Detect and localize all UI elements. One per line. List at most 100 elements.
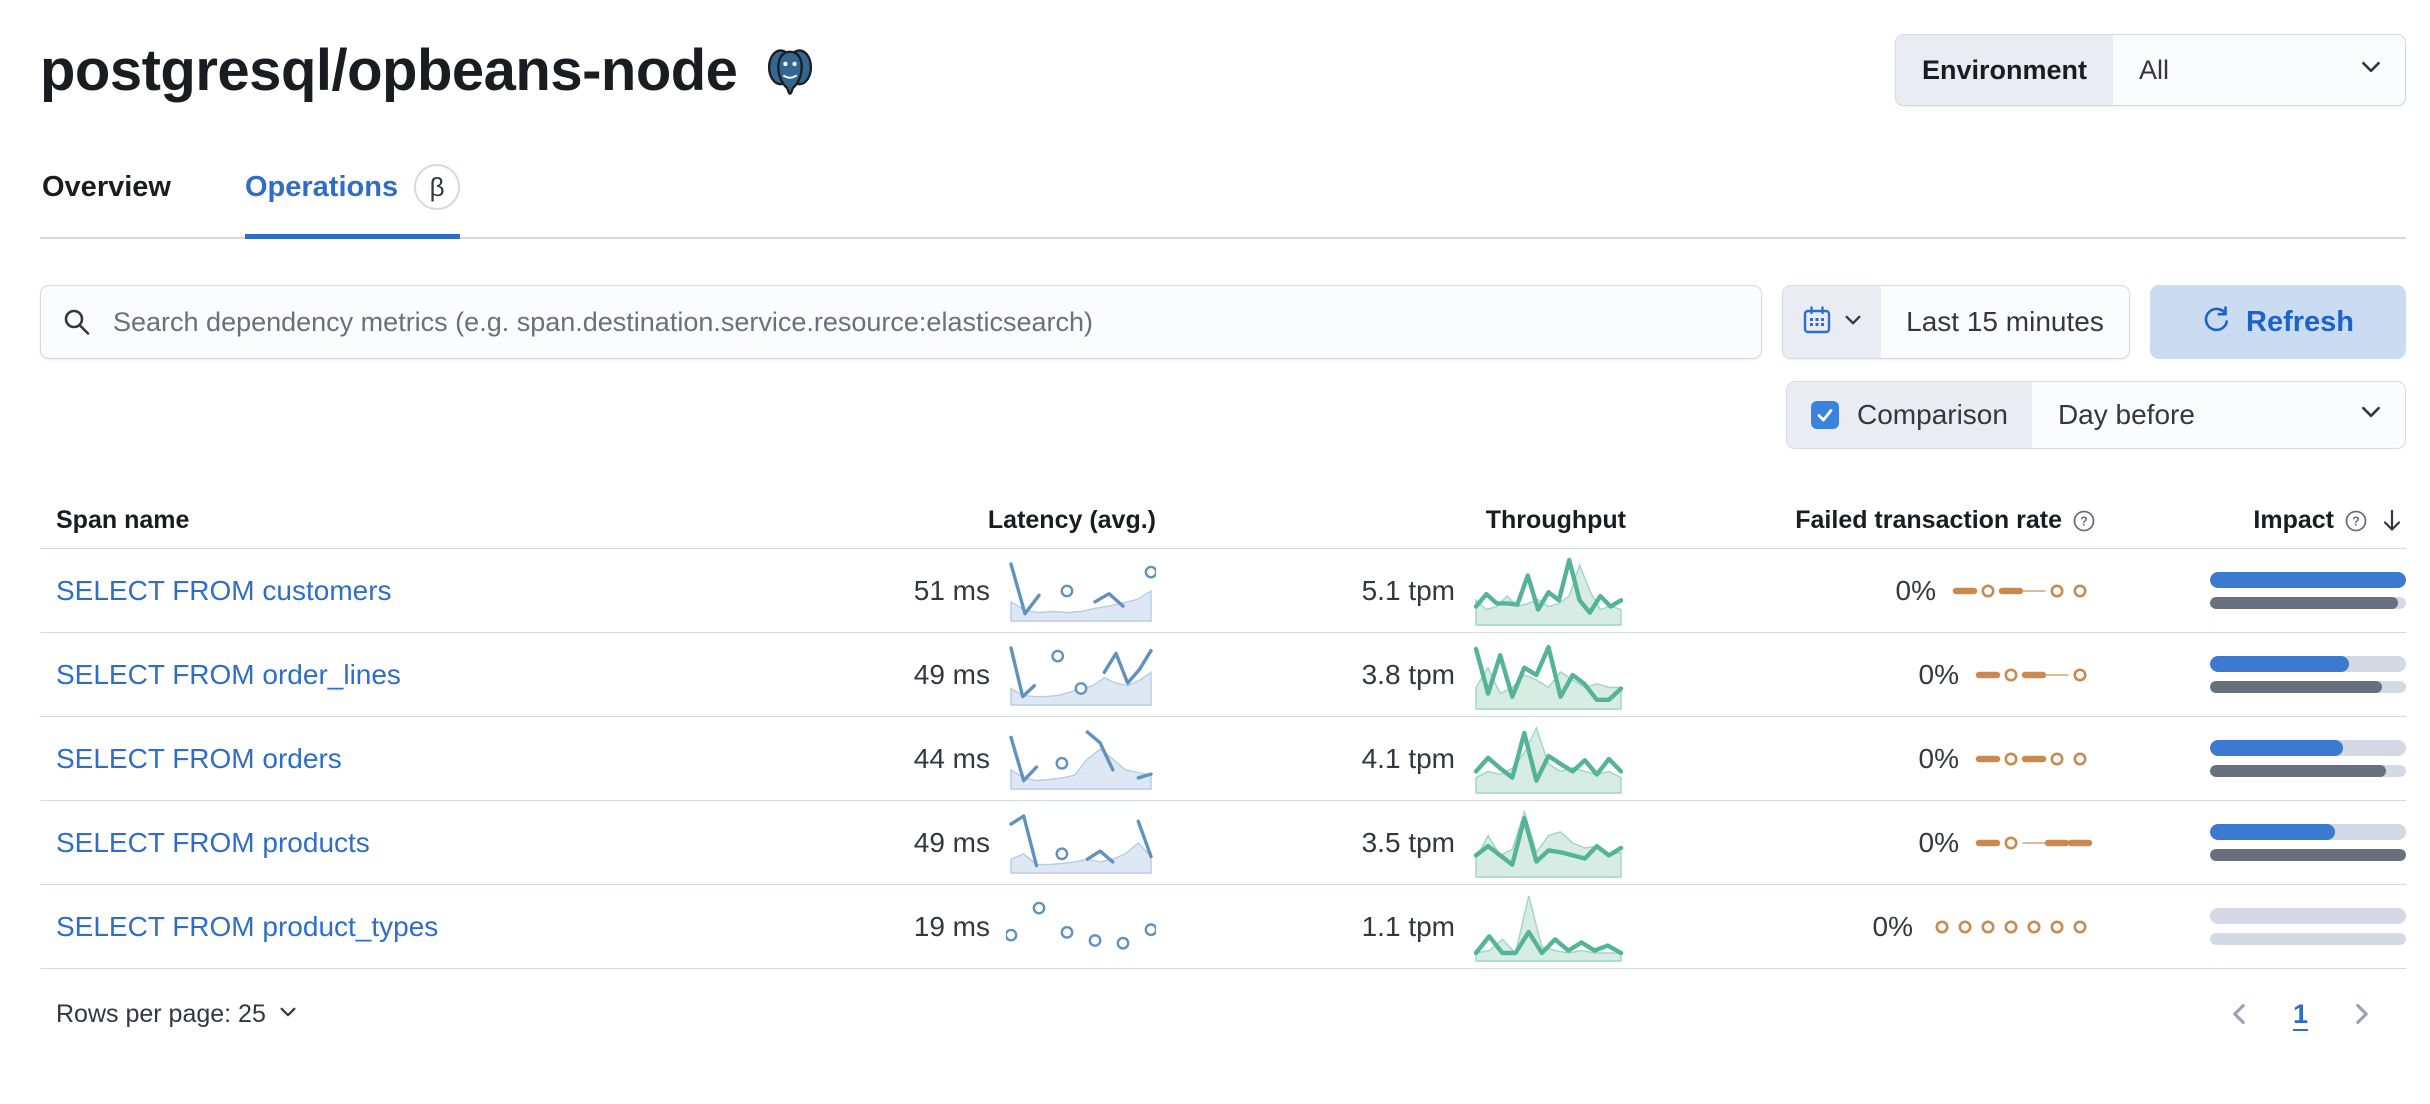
latency-value: 44 ms (913, 742, 990, 774)
search-input[interactable] (40, 285, 1762, 359)
impact-bars (2210, 908, 2406, 945)
impact-bar-current (2210, 740, 2344, 756)
throughput-sparkline (1473, 644, 1624, 710)
failed-rate-value: 0% (1918, 658, 1959, 690)
comparison-row: Comparison Day before (40, 381, 2406, 449)
comparison-control: Comparison Day before (1786, 381, 2406, 449)
table-row: SELECT FROM customers 51 ms 5.1 tpm 0% (40, 549, 2406, 633)
comparison-value: Day before (2057, 399, 2195, 430)
quick-select-menu[interactable] (1783, 286, 1881, 358)
throughput-sparkline (1473, 557, 1624, 626)
header-throughput[interactable]: Throughput (1485, 506, 1626, 534)
table-header-row: Span name Latency (avg.) Throughput Fail… (40, 493, 2406, 549)
question-circle-icon[interactable]: ? (2344, 509, 2368, 533)
page-title: postgresql/opbeans-node (40, 37, 738, 103)
calendar-icon (1801, 304, 1833, 341)
table-row: SELECT FROM orders 44 ms 4.1 tpm 0% (40, 717, 2406, 801)
span-link[interactable]: SELECT FROM orders (56, 742, 342, 774)
impact-bars (2210, 572, 2406, 609)
throughput-sparkline (1473, 725, 1624, 794)
table-row: SELECT FROM products 49 ms 3.5 tpm 0% (40, 801, 2406, 885)
header-failed-rate[interactable]: Failed transaction rate ? (1626, 506, 2096, 535)
impact-bar-previous (2210, 765, 2387, 777)
comparison-select[interactable]: Day before (2032, 382, 2405, 448)
failed-rate-value: 0% (1872, 910, 1913, 942)
refresh-button[interactable]: Refresh (2150, 285, 2406, 359)
table-footer: Rows per page: 25 1 (40, 995, 2406, 1033)
impact-bar-current (2210, 656, 2350, 672)
tab-operations[interactable]: Operations β (244, 164, 461, 239)
beta-badge: β (414, 164, 461, 210)
rows-per-page-label: Rows per page: 25 (56, 999, 266, 1028)
latency-sparkline (1009, 729, 1153, 790)
rows-per-page-button[interactable]: Rows per page: 25 (56, 1000, 298, 1029)
page-header: postgresql/opbeans-node Environment All (40, 34, 2406, 106)
impact-bar-current (2210, 572, 2406, 588)
failed-rate-sparkline (1975, 751, 2087, 765)
header-span-name[interactable]: Span name (56, 506, 190, 534)
latency-sparkline (1009, 813, 1153, 874)
latency-sparkline (1009, 561, 1156, 622)
impact-bar-previous (2210, 681, 2383, 693)
failed-rate-value: 0% (1918, 826, 1959, 858)
chevron-down-icon (2359, 399, 2383, 431)
latency-value: 49 ms (913, 658, 990, 690)
header-impact[interactable]: Impact ? (2096, 506, 2406, 535)
span-link[interactable]: SELECT FROM products (56, 826, 370, 858)
latency-value: 49 ms (913, 826, 990, 858)
failed-rate-sparkline (1935, 919, 2087, 933)
throughput-sparkline (1473, 809, 1624, 878)
chevron-down-icon (1843, 310, 1863, 335)
svg-text:?: ? (2080, 514, 2088, 528)
impact-bar-previous (2210, 849, 2406, 861)
tab-operations-label: Operations (244, 170, 399, 203)
span-link[interactable]: SELECT FROM order_lines (56, 658, 401, 690)
impact-bars (2210, 740, 2406, 777)
throughput-value: 3.5 tpm (1361, 826, 1455, 858)
table-row: SELECT FROM order_lines 49 ms 3.8 tpm 0% (40, 633, 2406, 717)
throughput-value: 5.1 tpm (1361, 574, 1455, 606)
impact-bars (2210, 824, 2406, 861)
impact-bars (2210, 656, 2406, 693)
time-range-picker[interactable]: Last 15 minutes (1782, 285, 2130, 359)
failed-rate-value: 0% (1895, 574, 1936, 606)
comparison-label: Comparison (1857, 399, 2008, 430)
throughput-value: 4.1 tpm (1361, 742, 1455, 774)
tab-overview-label: Overview (42, 170, 171, 203)
span-link[interactable]: SELECT FROM customers (56, 574, 392, 606)
throughput-sparkline (1473, 895, 1624, 962)
header-latency[interactable]: Latency (avg.) (987, 506, 1156, 534)
tab-overview[interactable]: Overview (42, 164, 171, 239)
toolbar: Last 15 minutes Refresh (40, 285, 2406, 359)
sort-descending-icon (2378, 507, 2406, 535)
failed-rate-sparkline (1952, 583, 2087, 597)
question-circle-icon[interactable]: ? (2072, 509, 2096, 533)
chevron-down-icon (2359, 55, 2383, 86)
failed-rate-sparkline (1975, 835, 2093, 849)
impact-bar-current (2210, 824, 2336, 840)
throughput-value: 3.8 tpm (1361, 658, 1455, 690)
pagination: 1 (2221, 995, 2406, 1033)
next-page-button[interactable] (2342, 995, 2380, 1033)
previous-page-button[interactable] (2221, 995, 2259, 1033)
environment-label: Environment (1895, 35, 2113, 105)
environment-value: All (2139, 54, 2170, 85)
latency-value: 19 ms (913, 910, 990, 942)
comparison-checkbox[interactable] (1811, 401, 1839, 429)
tab-bar: Overview Operations β (40, 164, 2406, 239)
span-link[interactable]: SELECT FROM product_types (56, 910, 439, 942)
latency-sparkline (1006, 901, 1156, 950)
postgresql-icon (763, 43, 817, 97)
page-number[interactable]: 1 (2292, 998, 2308, 1029)
svg-text:?: ? (2352, 514, 2360, 528)
refresh-label: Refresh (2246, 305, 2354, 338)
failed-rate-value: 0% (1918, 742, 1959, 774)
time-range-value[interactable]: Last 15 minutes (1906, 306, 2104, 337)
throughput-value: 1.1 tpm (1361, 910, 1455, 942)
failed-rate-sparkline (1975, 667, 2087, 681)
environment-select[interactable]: Environment All (1894, 34, 2406, 106)
chevron-down-icon (278, 1000, 298, 1029)
refresh-icon (2202, 304, 2230, 340)
table-row: SELECT FROM product_types 19 ms 1.1 tpm … (40, 885, 2406, 969)
